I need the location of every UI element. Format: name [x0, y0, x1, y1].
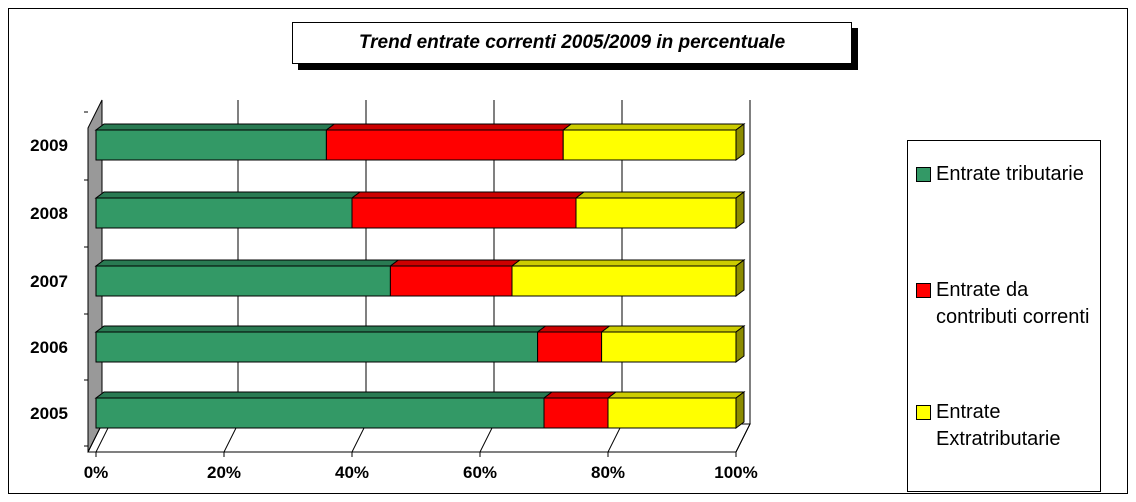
bar-top-entrate-extratributarie-2005 — [606, 391, 746, 399]
bar-top-entrate-tributarie-2006 — [94, 325, 548, 333]
bar-top-entrate-extratributarie-2007 — [510, 259, 746, 267]
bar-top-entrate-extratributarie-2006 — [600, 325, 746, 333]
bar-entrate-da-contributi-correnti-2005 — [543, 397, 609, 429]
bar-side-entrate-extratributarie-2006 — [735, 325, 745, 363]
legend-item-entrate-contributi: Entrate da contributi correnti — [916, 277, 1111, 331]
bar-side-entrate-extratributarie-2009 — [735, 123, 745, 161]
legend-swatch-entrate-extratributarie — [916, 405, 931, 420]
legend-item-entrate-extratributarie: Entrate Extratributarie — [916, 399, 1111, 453]
bar-top-entrate-extratributarie-2009 — [561, 123, 746, 131]
bar-entrate-da-contributi-correnti-2007 — [389, 265, 513, 297]
y-tick-label: 2005 — [30, 404, 68, 423]
bar-entrate-tributarie-2007 — [95, 265, 391, 297]
bar-entrate-extratributarie-2005 — [607, 397, 737, 429]
bar-side-entrate-extratributarie-2005 — [735, 391, 745, 429]
x-tick-label: 100% — [714, 463, 757, 482]
floor-gridline — [479, 423, 495, 453]
x-tick-label: 60% — [463, 463, 497, 482]
bar-top-entrate-da-contributi-correnti-2008 — [350, 191, 586, 199]
bar-entrate-tributarie-2006 — [95, 331, 539, 363]
bar-top-entrate-tributarie-2009 — [94, 123, 336, 131]
x-tick-label: 0% — [84, 463, 109, 482]
bar-top-entrate-da-contributi-correnti-2006 — [536, 325, 612, 333]
bar-entrate-tributarie-2008 — [95, 197, 353, 229]
legend-label-entrate-contributi: Entrate da contributi correnti — [936, 279, 1090, 328]
bar-entrate-tributarie-2009 — [95, 129, 327, 161]
bar-top-entrate-tributarie-2005 — [94, 391, 554, 399]
chart-title: Trend entrate correnti 2005/2009 in perc… — [358, 32, 786, 53]
bar-side-entrate-extratributarie-2008 — [735, 191, 745, 229]
bar-entrate-extratributarie-2009 — [562, 129, 737, 161]
bar-side-entrate-extratributarie-2007 — [735, 259, 745, 297]
legend-swatch-entrate-tributarie — [916, 167, 931, 182]
chart-title-box: Trend entrate correnti 2005/2009 in perc… — [292, 22, 852, 64]
bar-entrate-extratributarie-2006 — [601, 331, 737, 363]
x-tick-label: 20% — [207, 463, 241, 482]
legend: Entrate tributarie Entrate da contributi… — [907, 140, 1101, 492]
x-tick-label: 80% — [591, 463, 625, 482]
y-tick-label: 2009 — [30, 136, 68, 155]
y-tick-label: 2006 — [30, 338, 68, 357]
bar-entrate-tributarie-2005 — [95, 397, 545, 429]
legend-swatch-entrate-contributi — [916, 283, 931, 298]
y-tick-label: 2008 — [30, 204, 68, 223]
bar-top-entrate-da-contributi-correnti-2005 — [542, 391, 618, 399]
legend-label-entrate-extratributarie: Entrate Extratributarie — [936, 401, 1061, 450]
y-tick-label: 2007 — [30, 272, 68, 291]
bar-top-entrate-tributarie-2007 — [94, 259, 400, 267]
legend-label-entrate-tributarie: Entrate tributarie — [936, 163, 1084, 185]
floor-gridline — [351, 423, 367, 453]
bar-top-entrate-tributarie-2008 — [94, 191, 362, 199]
floor-gridline — [735, 423, 751, 453]
bar-top-entrate-da-contributi-correnti-2007 — [388, 259, 522, 267]
bar-entrate-da-contributi-correnti-2009 — [325, 129, 564, 161]
floor-gridline — [223, 423, 239, 453]
bar-entrate-extratributarie-2007 — [511, 265, 737, 297]
bar-entrate-da-contributi-correnti-2008 — [351, 197, 577, 229]
legend-item-entrate-tributarie: Entrate tributarie — [916, 161, 1111, 188]
bar-top-entrate-extratributarie-2008 — [574, 191, 746, 199]
x-tick-label: 40% — [335, 463, 369, 482]
bar-top-entrate-da-contributi-correnti-2009 — [324, 123, 573, 131]
floor-gridline — [607, 423, 623, 453]
bar-entrate-extratributarie-2008 — [575, 197, 737, 229]
floor-gridline — [95, 423, 111, 453]
bar-entrate-da-contributi-correnti-2006 — [537, 331, 603, 363]
